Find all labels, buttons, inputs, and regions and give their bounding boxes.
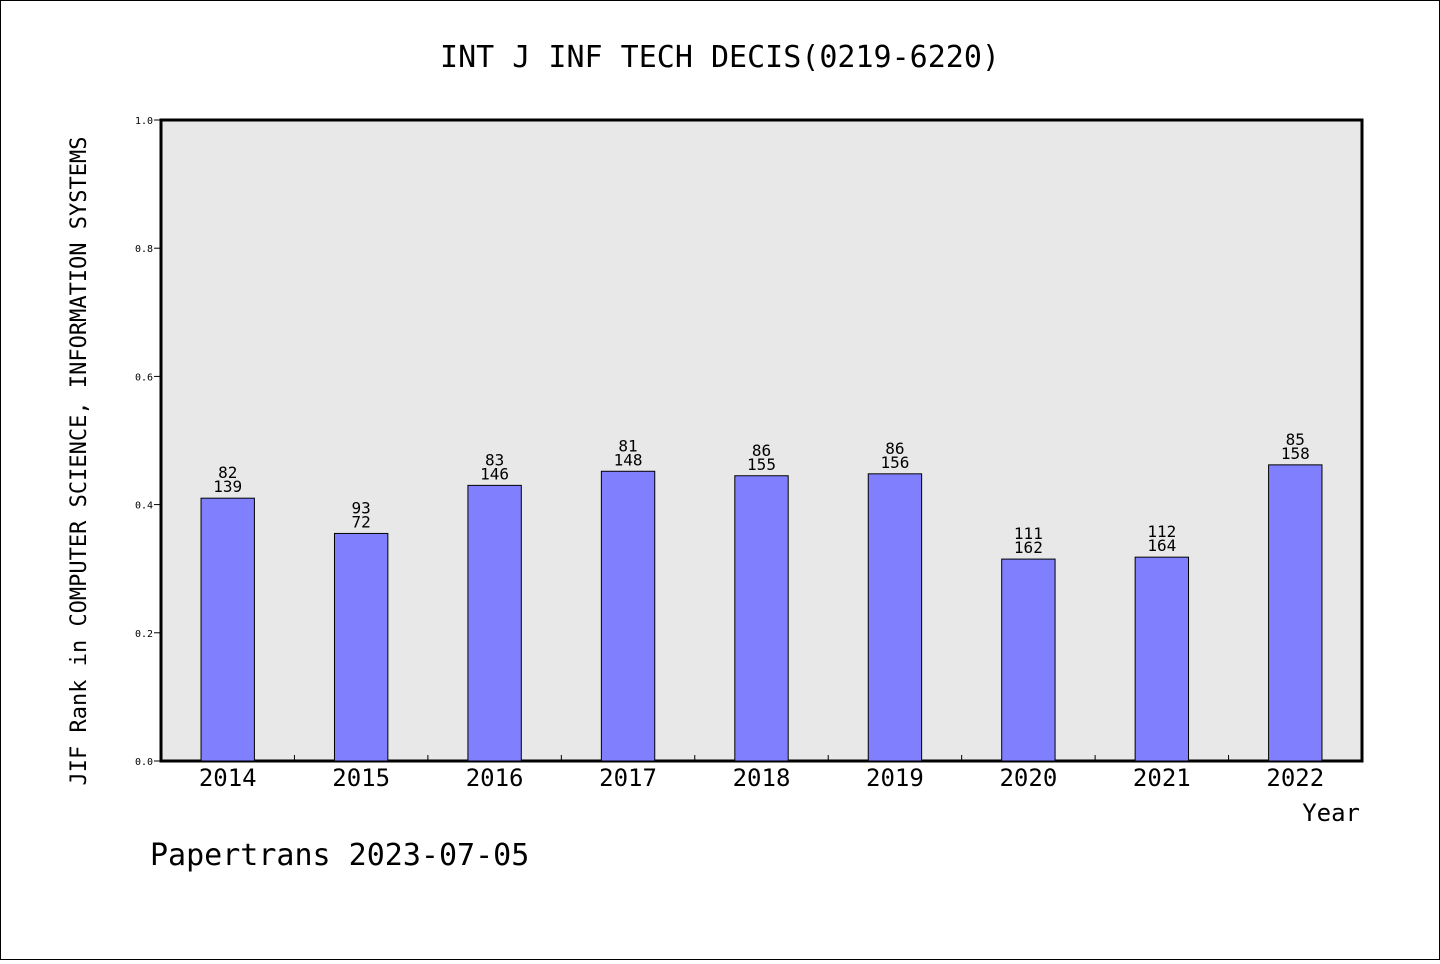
x-tick-label: 2018 xyxy=(733,764,791,792)
x-tick-label: 2015 xyxy=(332,764,390,792)
bar-2017 xyxy=(600,470,656,762)
bar-rank-label: 82 xyxy=(218,463,237,482)
bar-total-label: 158 xyxy=(1281,444,1310,463)
y-tick-label: 0.8 xyxy=(135,244,153,255)
bar-2019 xyxy=(867,473,923,762)
x-tick-label: 2017 xyxy=(599,764,657,792)
bar-rank-label: 85 xyxy=(1286,430,1305,449)
y-tick-label: 1.0 xyxy=(135,116,153,127)
bar-total-label: 148 xyxy=(614,450,643,469)
footer-credit: Papertrans 2023-07-05 xyxy=(150,838,529,873)
x-tick-label: 2019 xyxy=(866,764,924,792)
y-tick-label: 0.2 xyxy=(135,629,153,640)
chart-title: INT J INF TECH DECIS(0219-6220) xyxy=(440,40,1000,75)
x-axis-label: Year xyxy=(1302,799,1360,827)
bar-rank-label: 86 xyxy=(752,441,771,460)
bar-total-label: 162 xyxy=(1014,538,1043,557)
y-axis-label: JIF Rank in COMPUTER SCIENCE, INFORMATIO… xyxy=(67,136,92,785)
y-axis: 0.0 0.2 0.4 0.6 0.8 1.0 xyxy=(135,116,161,768)
y-tick-label: 0.4 xyxy=(135,501,153,512)
bar-rank-label: 93 xyxy=(352,498,371,517)
bar-2016 xyxy=(467,484,522,762)
bar-rank-label: 86 xyxy=(885,439,904,458)
y-tick-label: 0.6 xyxy=(135,372,153,383)
bar-total-label: 139 xyxy=(213,477,242,496)
bar-total-label: 146 xyxy=(480,464,509,483)
x-tick-label: 2014 xyxy=(199,764,257,792)
bar-rank-label: 83 xyxy=(485,450,504,469)
bar-2022 xyxy=(1268,464,1323,762)
bar-2021 xyxy=(1134,556,1190,762)
bar-2015 xyxy=(333,532,389,762)
bar-rank-label: 112 xyxy=(1147,522,1176,541)
bar-labels-group: 8213993728314681148861558615611116211216… xyxy=(213,430,1309,557)
bar-rank-label: 81 xyxy=(618,436,637,455)
x-tick-label: 2016 xyxy=(466,764,524,792)
bar-total-label: 155 xyxy=(747,455,776,474)
bar-total-label: 156 xyxy=(880,453,909,472)
bar-total-label: 72 xyxy=(352,512,371,531)
bar-2020 xyxy=(1001,558,1056,762)
y-tick-label: 0.0 xyxy=(135,757,153,768)
bar-2018 xyxy=(734,475,789,762)
x-axis: 2014 2015 2016 2017 2018 2019 2020 2021 2022 xyxy=(199,755,1324,792)
x-tick-label: 2021 xyxy=(1133,764,1191,792)
bar-total-label: 164 xyxy=(1147,536,1176,555)
bars-group xyxy=(200,464,1323,762)
bar-rank-label: 111 xyxy=(1014,524,1043,543)
x-tick-label: 2020 xyxy=(999,764,1057,792)
x-tick-label: 2022 xyxy=(1266,764,1324,792)
bar-2014 xyxy=(200,497,255,762)
